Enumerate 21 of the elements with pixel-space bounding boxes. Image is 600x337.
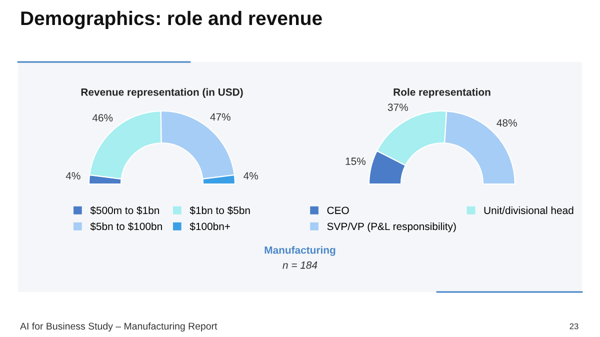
text: Manufacturing xyxy=(264,246,336,256)
data-label: 15% xyxy=(346,158,366,165)
data-label: 48% xyxy=(496,119,517,127)
legend-label: SVP/VP (P&L responsibility) xyxy=(327,222,456,232)
data-label: 46% xyxy=(92,114,113,122)
text: Demographics: role and revenue xyxy=(21,10,322,30)
chart-title: Revenue representation (in USD) xyxy=(81,88,243,98)
data-label: 37% xyxy=(388,104,408,111)
legend-label: $100bn+ xyxy=(190,222,230,231)
legend-label: CEO xyxy=(327,206,349,214)
legend-label: $500m to $1bn xyxy=(90,206,160,215)
chart-title: Role representation xyxy=(394,88,490,98)
text: AI for Business Study – Manufacturing Report xyxy=(20,322,218,332)
legend-label: $5bn to $100bn xyxy=(90,222,162,231)
text: n = 184 xyxy=(282,261,318,269)
legend-label: $1bn to $5bn xyxy=(190,206,250,215)
text: 23 xyxy=(570,323,578,330)
data-label: 4% xyxy=(244,172,258,180)
data-label: 47% xyxy=(210,113,230,121)
legend-label: Unit/divisional head xyxy=(484,206,574,214)
data-label: 4% xyxy=(66,172,80,180)
